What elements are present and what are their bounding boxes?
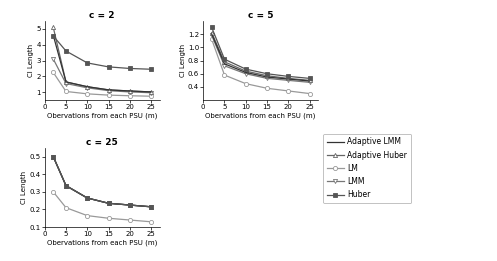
Y-axis label: CI Length: CI Length	[21, 171, 27, 204]
Title: c = 25: c = 25	[86, 138, 118, 147]
X-axis label: Obervations from each PSU (m): Obervations from each PSU (m)	[47, 239, 158, 246]
X-axis label: Obervations from each PSU (m): Obervations from each PSU (m)	[205, 112, 316, 119]
Y-axis label: CI Length: CI Length	[180, 44, 186, 77]
Legend: Adaptive LMM, Adaptive Huber, LM, LMM, Huber: Adaptive LMM, Adaptive Huber, LM, LMM, H…	[323, 134, 411, 203]
X-axis label: Obervations from each PSU (m): Obervations from each PSU (m)	[47, 112, 158, 119]
Title: c = 2: c = 2	[89, 11, 115, 20]
Y-axis label: CI Length: CI Length	[28, 44, 34, 77]
Title: c = 5: c = 5	[248, 11, 273, 20]
